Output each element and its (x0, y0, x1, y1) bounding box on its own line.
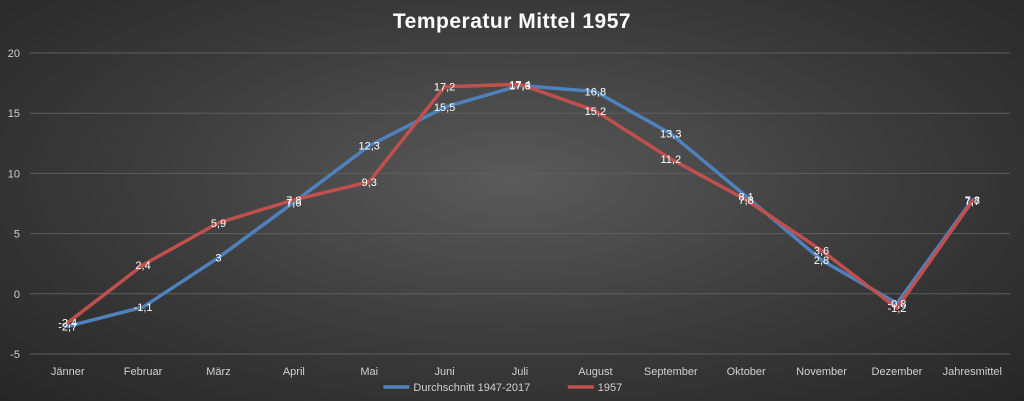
x-tick-label: März (206, 366, 230, 378)
x-tick-label: Jahresmittel (943, 366, 1002, 378)
data-label: 2,4 (135, 260, 150, 272)
data-label: 7,7 (965, 196, 980, 208)
data-label: 2,8 (814, 255, 829, 267)
x-tick-label: April (283, 366, 305, 378)
data-label: 12,3 (359, 141, 380, 153)
x-tick-label: September (644, 366, 698, 378)
data-label: -1,2 (887, 303, 906, 315)
legend-label: Durchschnitt 1947-2017 (413, 382, 530, 394)
series-line-2 (65, 82, 975, 325)
data-label: 8,1 (739, 191, 754, 203)
data-label: 5,9 (211, 218, 226, 230)
data-label: 15,2 (585, 106, 606, 118)
x-tick-label: Februar (124, 366, 163, 378)
data-label: -0,8 (887, 298, 906, 310)
data-label: 7,8 (739, 195, 754, 207)
data-label: -1,1 (134, 302, 153, 314)
data-label: 17,4 (509, 79, 530, 91)
legend-label: 1957 (598, 382, 622, 394)
data-label: 7,6 (286, 197, 301, 209)
data-label: -2,4 (58, 318, 77, 330)
data-label: 7,8 (965, 195, 980, 207)
data-label: 17,3 (509, 81, 530, 93)
y-tick-label: 15 (8, 108, 20, 120)
data-label: 13,3 (660, 129, 681, 141)
chart-title: Temperatur Mittel 1957 (392, 10, 632, 33)
x-tick-label: Oktober (727, 366, 766, 378)
x-tick-label: November (796, 366, 847, 378)
data-label: 9,3 (362, 177, 377, 189)
x-tick-label: Jänner (51, 366, 85, 378)
y-tick-label: 5 (14, 229, 20, 241)
y-tick-label: -5 (10, 349, 20, 361)
x-tick-label: Juli (512, 366, 529, 378)
x-tick-label: Dezember (872, 366, 923, 378)
x-tick-label: August (578, 366, 612, 378)
y-tick-label: 0 (14, 289, 20, 301)
data-label: -2,7 (58, 321, 77, 333)
series-line-1 (65, 83, 975, 329)
y-tick-label: 10 (8, 168, 20, 180)
data-label: 15,5 (434, 102, 455, 114)
x-tick-label: Juni (435, 366, 455, 378)
x-tick-label: Mai (360, 366, 378, 378)
data-label: 11,2 (660, 154, 681, 166)
data-label: 7,8 (286, 195, 301, 207)
data-label: 17,2 (434, 82, 455, 94)
data-label: 16,8 (585, 87, 606, 99)
y-tick-label: 20 (8, 48, 20, 60)
data-label: 3,6 (814, 245, 829, 257)
data-label: 3 (215, 253, 221, 265)
